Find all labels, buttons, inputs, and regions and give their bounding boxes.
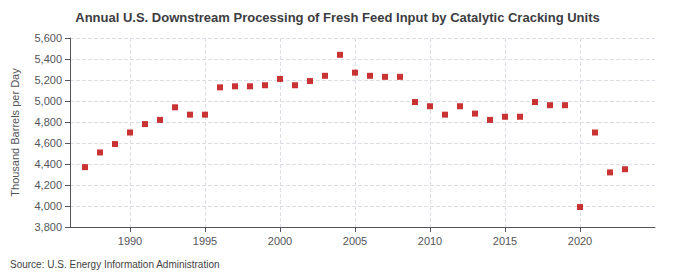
svg-text:4,000: 4,000	[34, 200, 62, 212]
svg-text:3,800: 3,800	[34, 221, 62, 233]
svg-text:Source: U.S. Energy Informatio: Source: U.S. Energy Information Administ…	[10, 259, 220, 270]
svg-text:2000: 2000	[268, 235, 292, 247]
svg-text:Annual U.S. Downstream Process: Annual U.S. Downstream Processing of Fre…	[75, 10, 599, 25]
svg-text:2015: 2015	[493, 235, 517, 247]
svg-text:5,000: 5,000	[34, 95, 62, 107]
svg-text:1990: 1990	[118, 235, 142, 247]
svg-text:1995: 1995	[193, 235, 217, 247]
svg-text:2010: 2010	[418, 235, 442, 247]
svg-text:4,600: 4,600	[34, 137, 62, 149]
svg-text:2020: 2020	[568, 235, 592, 247]
svg-text:4,800: 4,800	[34, 116, 62, 128]
svg-text:5,200: 5,200	[34, 74, 62, 86]
svg-text:2005: 2005	[343, 235, 367, 247]
svg-text:4,400: 4,400	[34, 158, 62, 170]
svg-text:Thousand Barrels per Day: Thousand Barrels per Day	[9, 68, 21, 197]
svg-text:4,200: 4,200	[34, 179, 62, 191]
svg-text:5,600: 5,600	[34, 32, 62, 44]
svg-text:5,400: 5,400	[34, 53, 62, 65]
